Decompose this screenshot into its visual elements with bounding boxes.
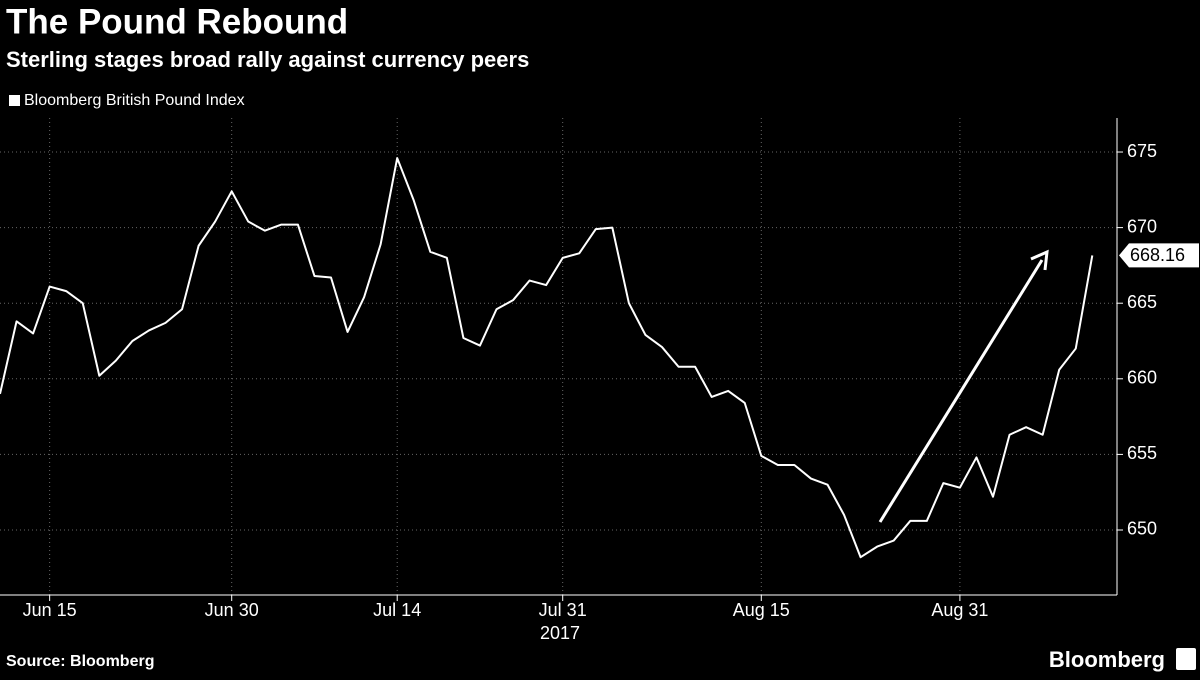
y-tick-label: 665: [1127, 292, 1157, 312]
x-tick-label: Jul 31: [539, 600, 587, 620]
y-tick-label: 660: [1127, 368, 1157, 388]
arrow-head: [1030, 249, 1049, 271]
brand: Bloomberg: [1049, 647, 1165, 672]
x-tick-label: Aug 15: [733, 600, 790, 620]
x-tick-label: Jul 14: [373, 600, 421, 620]
y-tick-label: 650: [1127, 519, 1157, 539]
legend-label: Bloomberg British Pound Index: [24, 92, 245, 109]
brand-icon-box: [1176, 648, 1196, 670]
x-axis-label: 2017: [540, 623, 580, 643]
x-tick-label: Jun 15: [23, 600, 77, 620]
x-tick-label: Jun 30: [205, 600, 259, 620]
brand-icon: [1176, 648, 1196, 670]
last-value-label: 668.16: [1130, 245, 1185, 265]
y-tick-label: 670: [1127, 216, 1157, 236]
source: Source: Bloomberg: [6, 653, 154, 670]
line-series: [0, 157, 1094, 559]
chart-title: The Pound Rebound: [6, 2, 348, 41]
arrow-shaft: [878, 259, 1044, 523]
legend-swatch: [9, 95, 20, 106]
annotation-arrow: [878, 249, 1049, 523]
last-value-box: [1119, 243, 1199, 268]
x-tick-label: Aug 31: [931, 600, 988, 620]
y-tick-label: 655: [1127, 443, 1157, 463]
chart-subtitle: Sterling stages broad rally against curr…: [6, 47, 529, 72]
y-tick-label: 675: [1127, 141, 1157, 161]
